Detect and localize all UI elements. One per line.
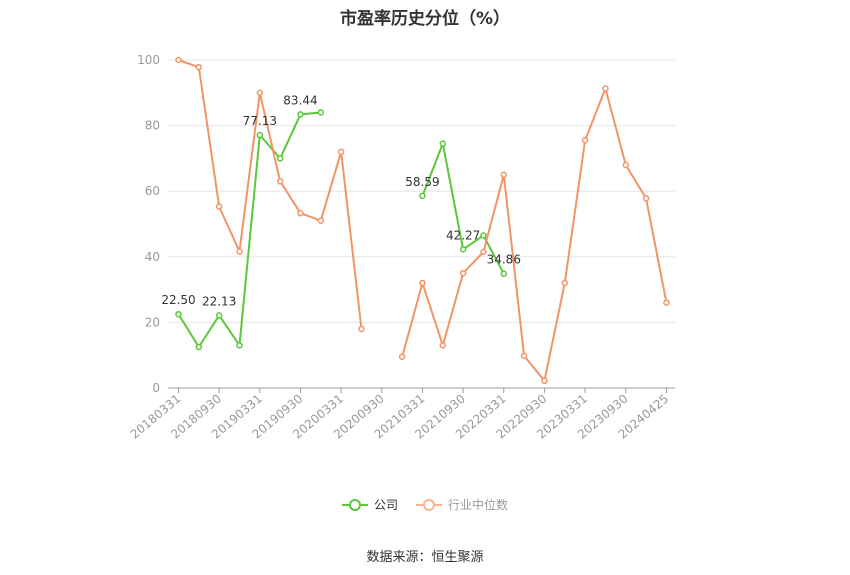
data-point [256, 89, 264, 97]
y-tick-label: 60 [145, 184, 160, 198]
data-point [215, 203, 223, 210]
pe-percentile-chart: 0204060801002018033120180930201903312019… [128, 53, 675, 442]
data-point [541, 377, 548, 385]
data-point [337, 148, 345, 156]
data-label: 58.59 [405, 175, 439, 189]
data-point [317, 217, 325, 224]
axis-layer: 0204060801002018033120180930201903312019… [128, 53, 675, 442]
legend-item-company[interactable]: 公司 [341, 496, 398, 513]
series-company [175, 109, 508, 351]
y-tick-label: 20 [145, 315, 160, 329]
legend-industry-label: 行业中位数 [448, 498, 509, 512]
series-line-segment [177, 111, 321, 348]
data-point [622, 161, 630, 169]
legend-company-marker-icon [341, 498, 368, 511]
data-point [256, 131, 264, 139]
data-point [297, 209, 304, 217]
legend-industry-marker-icon [416, 498, 442, 511]
data-label: 22.13 [202, 294, 236, 308]
data-point [642, 195, 650, 202]
data-label: 22.50 [161, 293, 195, 307]
data-point [419, 279, 426, 287]
data-point [195, 63, 203, 71]
data-point [276, 155, 284, 162]
y-tick-label: 40 [145, 250, 160, 264]
data-point [358, 325, 365, 333]
data-label: 77.13 [243, 114, 277, 128]
data-point [236, 248, 243, 255]
data-point [236, 342, 243, 349]
data-label: 42.27 [446, 228, 480, 242]
legend-company-label: 公司 [373, 498, 398, 512]
data-label: 83.44 [283, 93, 317, 107]
data-point [602, 85, 609, 92]
series-layer [175, 56, 670, 385]
data-point [480, 248, 487, 256]
series-line-segment [401, 87, 668, 382]
data-point [175, 56, 182, 64]
data-point [459, 246, 467, 253]
data-source-note: 数据来源：恒生聚源 [366, 550, 484, 565]
data-point [663, 299, 670, 306]
label-layer: 22.50 22.13 77.13 83.44 58.59 42.27 34.86 [161, 93, 521, 308]
data-point [581, 137, 589, 144]
data-point [459, 269, 467, 277]
data-point [297, 111, 304, 118]
y-tick-label: 0 [152, 381, 160, 395]
legend: 公司 行业中位数 [0, 496, 850, 513]
data-point [500, 171, 508, 179]
data-point [500, 270, 508, 277]
data-point [480, 232, 487, 239]
data-point [398, 353, 406, 361]
data-point [439, 140, 447, 147]
series-line-segment [178, 59, 363, 330]
data-label: 34.86 [487, 253, 521, 267]
chart-title: 市盈率历史分位（%） [339, 9, 511, 29]
y-tick-label: 80 [145, 119, 160, 133]
data-point [317, 109, 325, 116]
legend-item-industry-median[interactable]: 行业中位数 [416, 496, 508, 513]
series-industry-median [175, 56, 670, 385]
data-point [175, 310, 182, 318]
data-point [419, 192, 426, 200]
data-point [439, 342, 447, 349]
data-point [276, 178, 284, 185]
data-point [520, 352, 528, 360]
data-point [195, 343, 203, 351]
data-point [561, 279, 569, 287]
data-point [215, 312, 223, 319]
y-tick-label: 100 [137, 53, 160, 67]
